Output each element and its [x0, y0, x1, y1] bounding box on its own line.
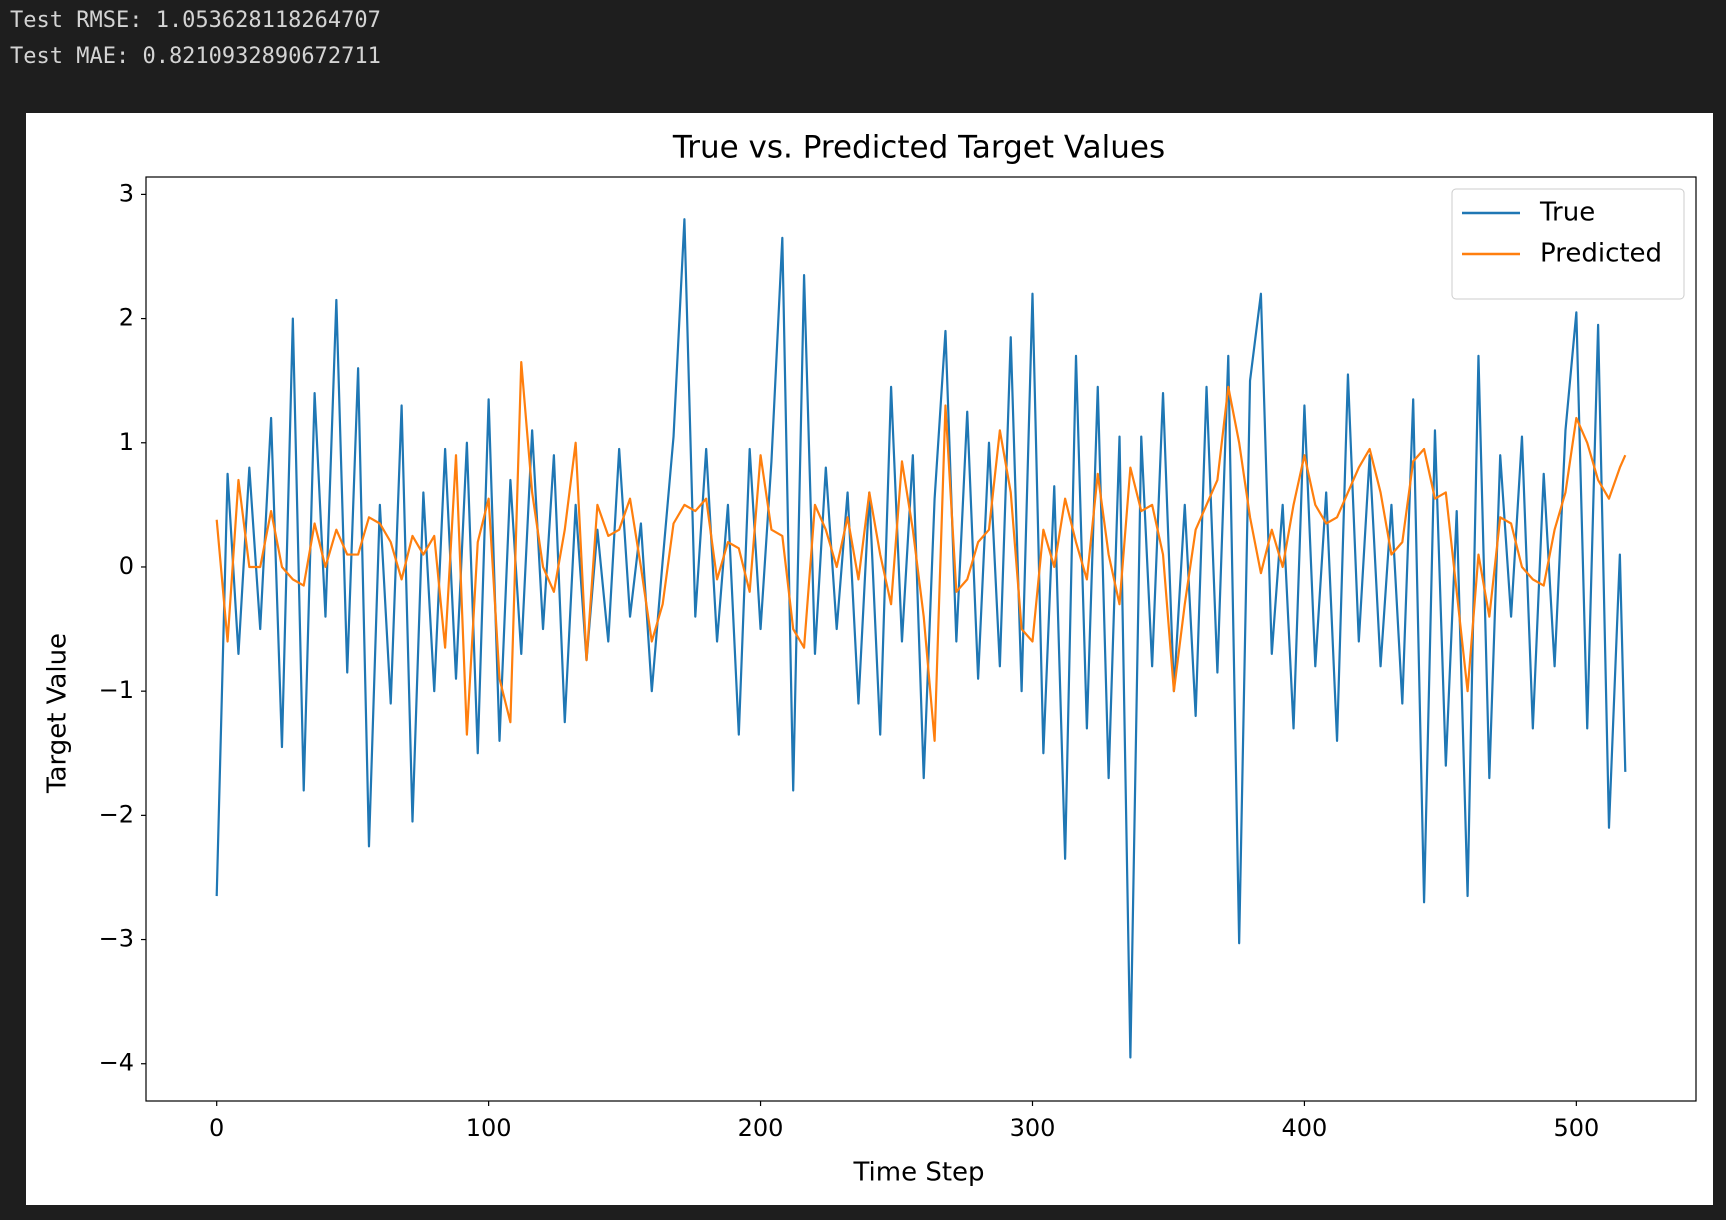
x-tick-label: 0	[209, 1114, 224, 1142]
legend-label: True	[1539, 198, 1595, 228]
chart: True vs. Predicted Target Values Time St…	[26, 113, 1713, 1205]
console-line: Test RMSE: 1.053628118264707	[10, 8, 381, 33]
y-tick-label: −1	[99, 676, 134, 704]
y-tick-label: 0	[119, 552, 134, 580]
x-tick-label: 400	[1282, 1114, 1328, 1142]
x-tick-label: 500	[1553, 1114, 1599, 1142]
console-line: Test MAE: 0.8210932890672711	[10, 44, 381, 69]
y-tick-label: −2	[99, 800, 134, 828]
y-tick-label: 2	[119, 304, 134, 332]
y-tick-label: 3	[119, 179, 134, 207]
legend-label: Predicted	[1540, 239, 1662, 269]
legend-box	[1451, 188, 1685, 300]
chart-title: True vs. Predicted Target Values	[672, 130, 1165, 166]
series-line	[215, 360, 1627, 742]
y-axis-label: Target Value	[43, 633, 73, 794]
x-tick-label: 100	[466, 1114, 512, 1142]
y-tick-label: −3	[99, 925, 134, 953]
plot-frame	[145, 176, 1697, 1102]
x-axis-label: Time Step	[852, 1158, 984, 1188]
y-tick-label: −4	[99, 1049, 134, 1077]
y-tick-label: 1	[119, 428, 134, 456]
x-tick-label: 200	[738, 1114, 784, 1142]
series-line	[215, 218, 1627, 1059]
x-tick-label: 300	[1010, 1114, 1056, 1142]
